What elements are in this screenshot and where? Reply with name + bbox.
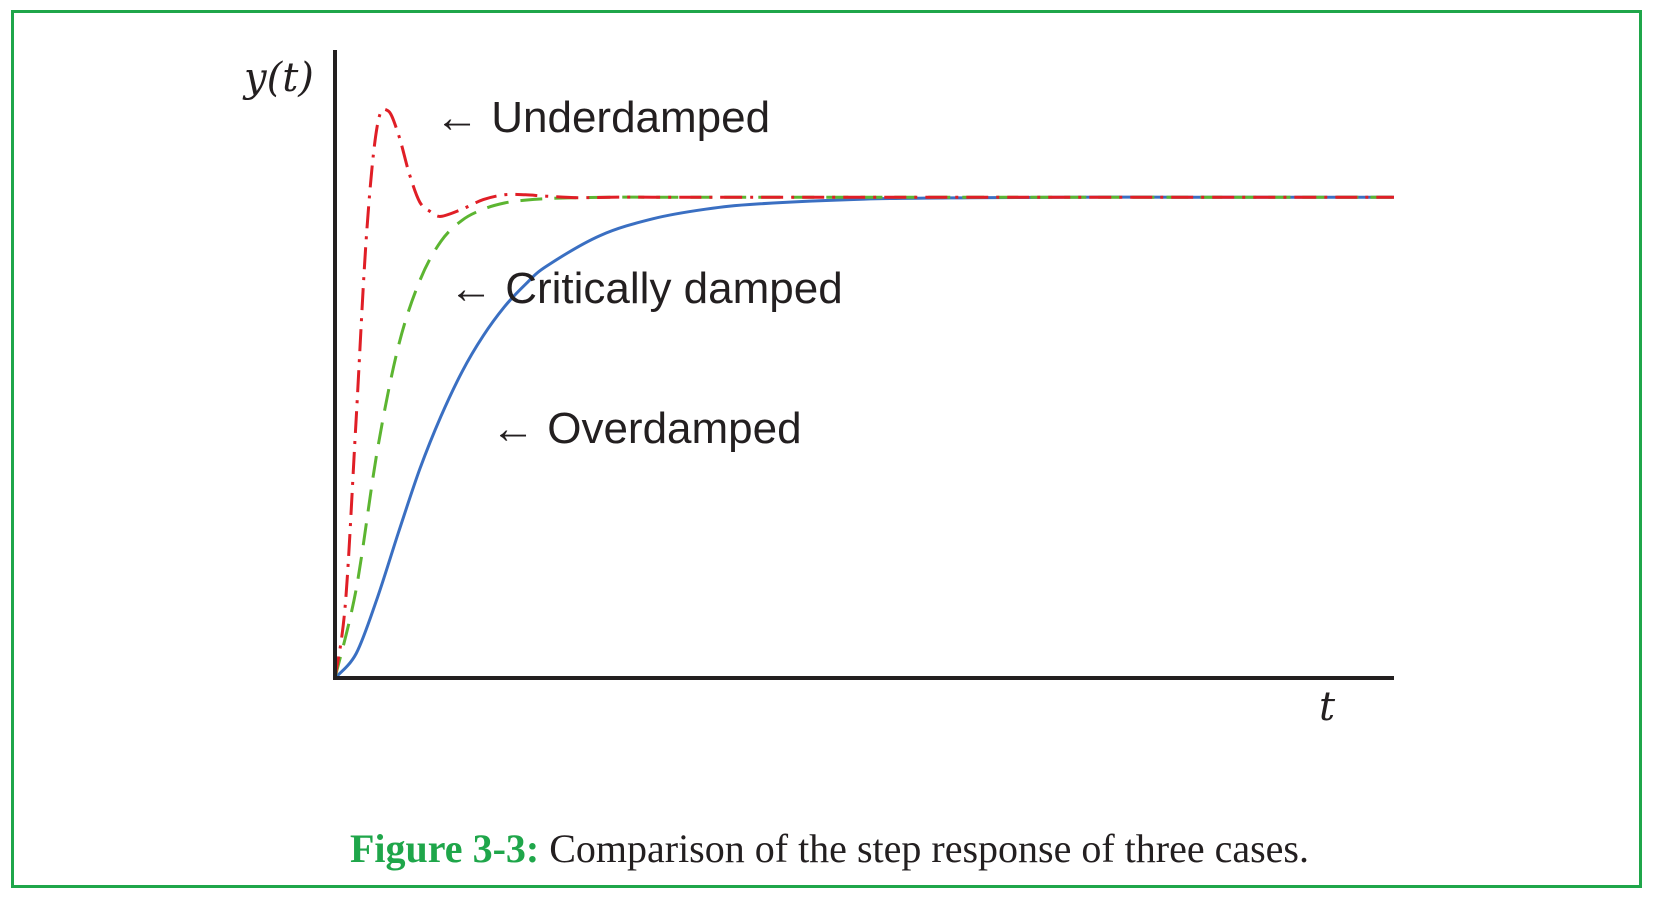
- series-line-critically-damped: [333, 195, 1394, 679]
- step-response-chart: y(t) t ← Underdamped ← Critically damped…: [242, 50, 1394, 730]
- caption-label: Figure 3-3:: [349, 826, 540, 871]
- annotation-critically-damped: ← Critically damped: [449, 264, 843, 313]
- caption-text: Comparison of the step response of three…: [549, 826, 1309, 871]
- y-axis-label: y(t): [242, 55, 314, 101]
- figure-caption: Figure 3-3: Comparison of the step respo…: [14, 825, 1645, 872]
- series-line-overdamped: [333, 195, 1394, 680]
- figure-frame: y(t) t ← Underdamped ← Critically damped…: [11, 10, 1642, 888]
- annotation-underdamped: ← Underdamped: [435, 93, 770, 142]
- annotation-overdamped: ← Overdamped: [491, 404, 802, 453]
- x-axis-label: t: [1319, 684, 1336, 730]
- series-line-underdamped: [333, 107, 1394, 679]
